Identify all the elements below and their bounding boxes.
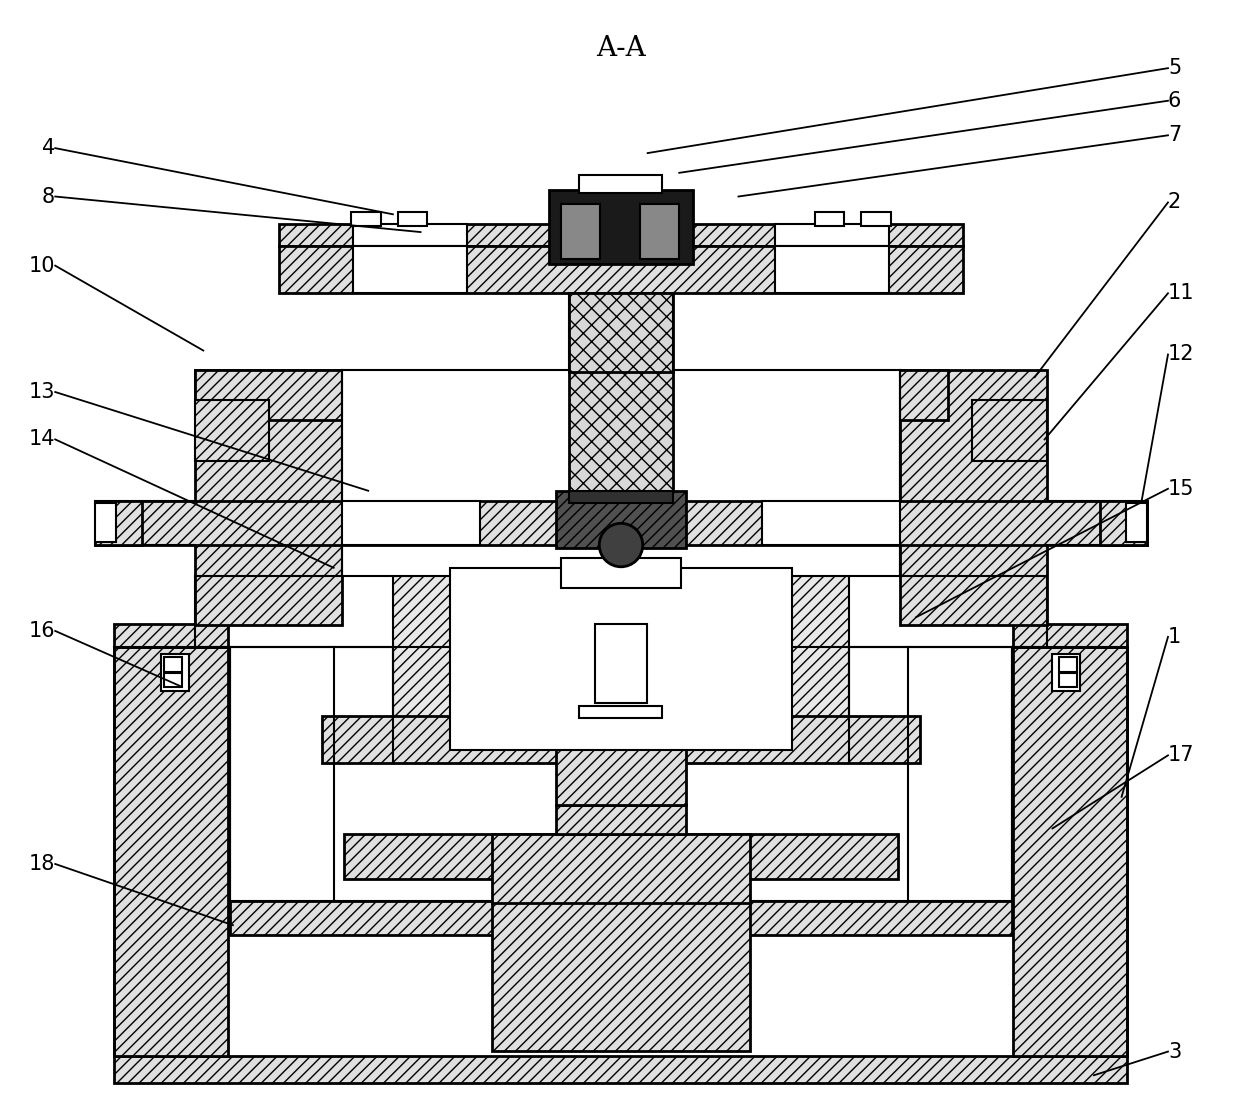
Bar <box>549 190 693 264</box>
Text: 10: 10 <box>29 256 56 276</box>
Text: 12: 12 <box>1168 344 1194 365</box>
Bar <box>398 212 428 226</box>
Bar <box>161 654 188 691</box>
Bar <box>900 370 1047 625</box>
Bar <box>114 1055 1126 1084</box>
Bar <box>94 501 1147 545</box>
Bar <box>279 224 962 246</box>
Bar <box>1053 654 1080 691</box>
Bar <box>569 293 673 373</box>
Bar <box>229 646 1012 901</box>
Bar <box>450 568 792 751</box>
Text: 11: 11 <box>1168 284 1194 303</box>
Circle shape <box>599 523 642 567</box>
Bar <box>196 370 947 420</box>
Bar <box>1100 501 1147 545</box>
Bar <box>393 558 849 764</box>
Bar <box>579 175 662 192</box>
Bar <box>579 706 662 718</box>
Text: 7: 7 <box>1168 125 1182 145</box>
Bar <box>569 491 673 502</box>
Bar <box>351 212 381 226</box>
Text: A-A: A-A <box>596 35 646 62</box>
Text: 5: 5 <box>1168 58 1182 78</box>
Bar <box>763 501 900 545</box>
Bar <box>560 204 600 258</box>
Text: 15: 15 <box>1168 479 1194 499</box>
Bar <box>114 624 228 646</box>
Bar <box>556 491 686 548</box>
Bar <box>164 656 181 673</box>
Bar <box>595 624 646 703</box>
Bar <box>341 501 480 545</box>
Bar <box>775 224 889 246</box>
Text: 1: 1 <box>1168 626 1182 647</box>
Text: 8: 8 <box>42 187 56 207</box>
Text: 14: 14 <box>29 430 56 449</box>
Bar <box>1059 656 1078 673</box>
Bar <box>556 804 686 834</box>
Text: 18: 18 <box>29 854 56 874</box>
Text: 3: 3 <box>1168 1042 1182 1062</box>
Bar <box>341 370 900 576</box>
Text: 13: 13 <box>29 382 56 402</box>
Text: 4: 4 <box>42 138 56 158</box>
Bar <box>279 246 962 293</box>
Bar <box>1013 624 1126 646</box>
Bar <box>196 370 341 625</box>
Bar <box>94 502 117 542</box>
Bar <box>1126 502 1147 542</box>
Bar <box>861 212 890 226</box>
Bar <box>1059 674 1078 687</box>
Text: 2: 2 <box>1168 192 1182 212</box>
Bar <box>353 224 467 246</box>
Text: 17: 17 <box>1168 745 1194 765</box>
Bar <box>229 900 1012 935</box>
Bar <box>640 204 680 258</box>
Bar <box>353 246 467 293</box>
Bar <box>114 646 228 1055</box>
Bar <box>164 674 181 687</box>
Bar <box>491 834 750 903</box>
Text: 16: 16 <box>29 621 56 641</box>
Bar <box>196 400 269 462</box>
Bar <box>775 246 889 293</box>
Text: 6: 6 <box>1168 91 1182 111</box>
Bar <box>569 370 673 546</box>
Bar <box>815 212 844 226</box>
Bar <box>556 745 686 804</box>
Bar <box>1013 646 1126 1055</box>
Bar <box>94 501 143 545</box>
Bar <box>972 400 1047 462</box>
Bar <box>560 558 681 588</box>
Bar <box>491 900 750 1051</box>
Bar <box>322 715 920 764</box>
Bar <box>343 834 899 879</box>
